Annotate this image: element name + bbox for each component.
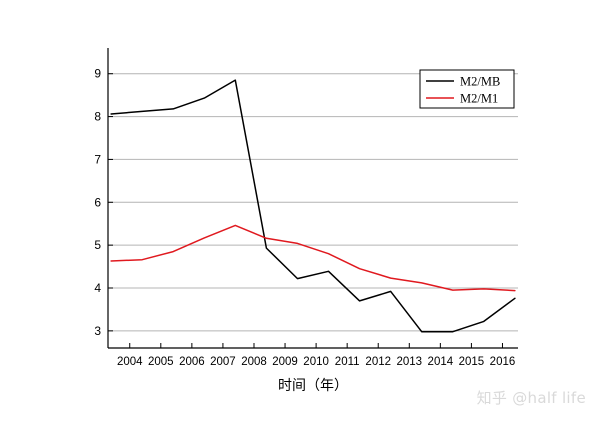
x-tick-label: 2009	[272, 356, 298, 368]
x-tick-label: 2013	[396, 356, 422, 368]
y-tick-label: 6	[94, 195, 101, 209]
x-tick-label: 2008	[241, 356, 267, 368]
x-tick-label: 2011	[335, 356, 360, 368]
watermark-text: 知乎 @half life	[476, 389, 586, 407]
y-tick-label: 9	[94, 67, 101, 81]
x-tick-label: 2015	[459, 356, 485, 368]
legend-label: M2/MB	[460, 75, 500, 89]
y-tick-label: 3	[94, 324, 101, 338]
x-tick-label: 2007	[210, 356, 236, 368]
x-tick-label: 2014	[428, 356, 454, 368]
y-tick-label: 4	[94, 281, 101, 295]
legend-box	[419, 69, 515, 109]
x-tick-label: 2010	[303, 356, 329, 368]
x-tick-label: 2006	[179, 356, 205, 368]
y-tick-label: 8	[94, 110, 101, 124]
series-line-m2-m1	[110, 224, 516, 292]
x-tick-label: 2004	[117, 356, 143, 368]
x-tick-label: 2012	[365, 356, 391, 368]
x-tick-label: 2005	[148, 356, 174, 368]
y-tick-label: 7	[94, 152, 101, 166]
x-tick-label: 2016	[490, 356, 516, 368]
legend-label: M2/M1	[460, 92, 498, 106]
x-axis-title: 时间（年）	[278, 378, 348, 394]
y-tick-label: 5	[94, 238, 101, 252]
series-line-m2-mb	[110, 79, 516, 333]
